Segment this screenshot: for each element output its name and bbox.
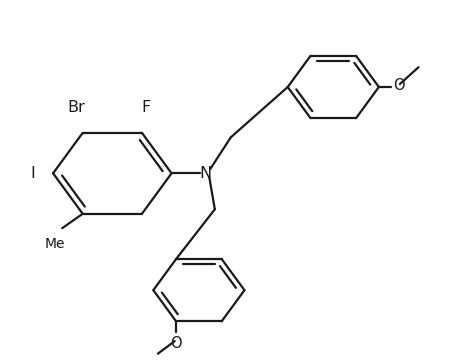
Text: O: O [170, 336, 182, 351]
Text: O: O [393, 78, 405, 93]
Text: I: I [30, 166, 35, 181]
Text: F: F [142, 100, 151, 115]
Text: Me: Me [45, 237, 66, 251]
Text: N: N [200, 166, 212, 181]
Text: Br: Br [67, 100, 85, 115]
